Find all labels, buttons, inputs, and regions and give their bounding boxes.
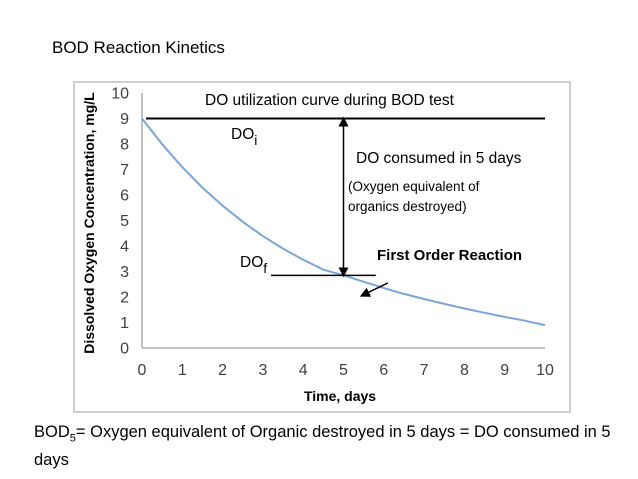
footer-text: BOD5= Oxygen equivalent of Organic destr… [34, 423, 611, 470]
oxygen-equivalent-line1: (Oxygen equivalent of [348, 179, 480, 194]
y-tick-labels: 0 1 2 3 4 5 6 7 8 9 10 [111, 86, 129, 358]
y-tick-label: 6 [120, 188, 129, 205]
x-tick-label: 8 [460, 362, 469, 379]
y-tick-label: 4 [120, 239, 129, 256]
reaction-pointer-arrow [359, 282, 389, 297]
x-tick-label: 5 [339, 362, 348, 379]
oxygen-equivalent-line2: organics destroyed) [348, 199, 467, 214]
y-tick-label: 0 [120, 341, 129, 358]
y-tick-label: 3 [120, 264, 129, 281]
x-tick-labels: 0 1 2 3 4 5 6 7 8 9 10 [138, 362, 554, 379]
y-tick-label: 9 [120, 111, 129, 128]
x-tick-label: 10 [536, 362, 554, 379]
x-tick-label: 7 [420, 362, 429, 379]
y-axis-label: Dissolved Oxygen Concentration, mg/L [81, 92, 97, 354]
y-tick-label: 10 [111, 86, 129, 103]
y-tick-label: 7 [120, 162, 129, 179]
y-tick-label: 1 [120, 315, 129, 332]
x-tick-label: 4 [299, 362, 308, 379]
do-f-label: DOf [240, 254, 267, 276]
x-tick-label: 3 [258, 362, 267, 379]
y-tick-label: 2 [120, 290, 129, 307]
first-order-reaction-label: First Order Reaction [377, 247, 522, 264]
y-tick-label: 8 [120, 137, 129, 154]
plot-frame [73, 81, 571, 413]
x-tick-label: 1 [178, 362, 187, 379]
x-tick-label: 2 [218, 362, 227, 379]
curve-title-annotation: DO utilization curve during BOD test [205, 92, 455, 109]
do-consumed-label: DO consumed in 5 days [356, 150, 522, 167]
y-tick-label: 5 [120, 213, 129, 230]
x-tick-label: 9 [500, 362, 509, 379]
x-axis-label: Time, days [304, 388, 376, 404]
x-tick-label: 6 [379, 362, 388, 379]
x-tick-label: 0 [138, 362, 147, 379]
slide-title: BOD Reaction Kinetics [52, 38, 225, 57]
do-i-label: DOi [231, 126, 257, 148]
